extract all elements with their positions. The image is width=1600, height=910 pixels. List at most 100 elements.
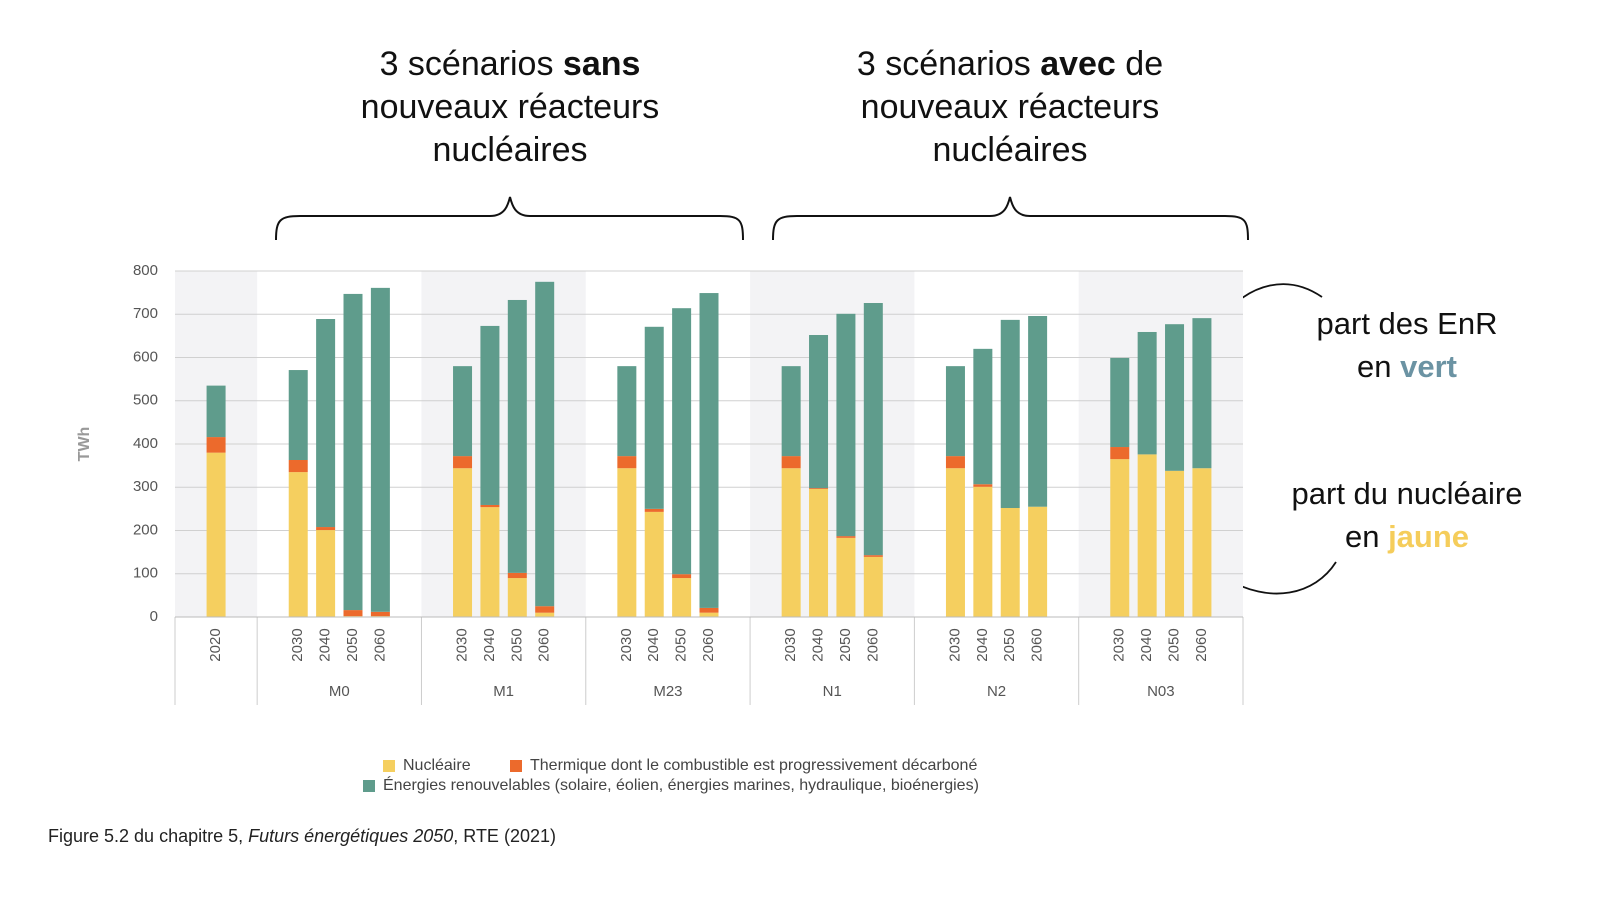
- y-tick-label: 200: [133, 521, 158, 538]
- bar-segment: [699, 293, 719, 608]
- bar-segment: [1165, 324, 1185, 471]
- bar-segment: [672, 578, 692, 617]
- bar-segment: [809, 488, 829, 617]
- note-color-word: jaune: [1388, 519, 1470, 554]
- x-tick-label: 2060: [864, 628, 881, 661]
- bar-segment: [809, 488, 829, 489]
- x-tick-label: 2030: [1111, 628, 1128, 661]
- x-tick-label: 2050: [1166, 628, 1183, 661]
- bar-segment: [863, 303, 883, 556]
- caption-italic: Futurs énergétiques 2050: [248, 826, 454, 846]
- legend-swatch: [363, 780, 375, 792]
- x-tick-label: 2040: [645, 628, 662, 661]
- header-text: 3 scénarios: [379, 45, 563, 83]
- bar-segment: [945, 468, 965, 617]
- x-tick-label: 2060: [536, 628, 553, 661]
- note-enr: part des EnR en vert: [1247, 302, 1567, 388]
- header-text: nucléaires: [932, 131, 1088, 169]
- group-label: N1: [823, 683, 842, 700]
- bar-segment: [206, 437, 226, 453]
- caption-text: , RTE (2021): [453, 826, 556, 846]
- bar-segment: [453, 366, 473, 457]
- note-text: part des EnR: [1316, 306, 1498, 341]
- y-tick-label: 800: [133, 262, 158, 279]
- x-tick-label: 2050: [344, 628, 361, 661]
- bar-segment: [507, 299, 527, 573]
- x-tick-label: 2050: [1001, 628, 1018, 661]
- bar-segment: [699, 607, 719, 613]
- bar-segment: [288, 460, 308, 473]
- bar-segment: [644, 508, 664, 512]
- header-left: 3 scénarios sans nouveaux réacteurs nucléa…: [300, 43, 720, 172]
- bar-segment: [836, 537, 856, 617]
- bar-segment: [507, 578, 527, 617]
- bar-segment: [836, 536, 856, 538]
- bar-segment: [316, 530, 336, 617]
- header-text: nouveaux réacteurs: [360, 88, 660, 126]
- bar-segment: [863, 555, 883, 557]
- bar-segment: [617, 456, 637, 469]
- bar-segment: [836, 313, 856, 537]
- bar-segment: [973, 348, 993, 485]
- bar-segment: [672, 308, 692, 575]
- bar-segment: [781, 456, 801, 469]
- group-label: N2: [987, 683, 1006, 700]
- note-text: en: [1344, 519, 1389, 554]
- brace: [275, 196, 744, 241]
- y-tick-label: 600: [133, 348, 158, 365]
- bar-segment: [370, 611, 390, 617]
- x-tick-label: 2040: [481, 628, 498, 661]
- x-tick-label: 2040: [974, 628, 991, 661]
- bar-segment: [480, 504, 500, 508]
- bar-segment: [288, 472, 308, 617]
- group-label: N03: [1147, 683, 1175, 700]
- bar-segment: [480, 507, 500, 617]
- x-tick-label: 2040: [810, 628, 827, 661]
- y-tick-label: 400: [133, 435, 158, 452]
- y-tick-label: 500: [133, 392, 158, 409]
- bar-segment: [672, 574, 692, 579]
- bar-segment: [1110, 459, 1130, 617]
- bar-segment: [863, 556, 883, 617]
- bar-segment: [1192, 318, 1212, 469]
- bar-segment: [781, 366, 801, 457]
- legend-label: Thermique dont le combustible est progre…: [530, 757, 977, 774]
- bar-segment: [617, 366, 637, 457]
- bar-segment: [1110, 447, 1130, 460]
- bar-segment: [1137, 331, 1157, 455]
- note-color-word: vert: [1400, 349, 1457, 384]
- y-tick-label: 0: [150, 608, 158, 625]
- bar-segment: [288, 370, 308, 461]
- bar-segment: [1192, 468, 1212, 617]
- x-tick-label: 2030: [946, 628, 963, 661]
- bar-segment: [1165, 470, 1185, 617]
- x-tick-label: 2030: [782, 628, 799, 661]
- bar-segment: [973, 486, 993, 617]
- bar-segment: [1028, 506, 1048, 617]
- bar-segment: [316, 319, 336, 528]
- header-text: 3 scénarios: [856, 45, 1041, 83]
- bar-segment: [1000, 319, 1020, 509]
- group-label: M23: [653, 683, 682, 700]
- note-nuc: part du nucléaire en jaune: [1247, 472, 1567, 558]
- bar-segment: [343, 610, 363, 617]
- legend-swatch: [510, 760, 522, 772]
- bar-segment: [617, 468, 637, 617]
- group-label: M0: [329, 683, 350, 700]
- y-axis-label: TWh: [76, 427, 93, 462]
- caption-text: Figure 5.2 du chapitre 5,: [48, 826, 249, 846]
- y-tick-label: 700: [133, 305, 158, 322]
- header-right: 3 scénarios avec de nouveaux réacteurs nuc…: [800, 43, 1220, 172]
- x-tick-label: 2020: [207, 628, 224, 661]
- caption: Figure 5.2 du chapitre 5, Futurs énergét…: [48, 826, 556, 847]
- y-tick-label: 100: [133, 565, 158, 582]
- bar-segment: [480, 325, 500, 505]
- bar-segment: [343, 293, 363, 611]
- x-tick-label: 2060: [371, 628, 388, 661]
- header-bold: sans: [562, 45, 641, 83]
- x-tick-label: 2050: [673, 628, 690, 661]
- bar-segment: [1137, 454, 1157, 617]
- bar-segment: [809, 335, 829, 489]
- bar-segment: [507, 572, 527, 579]
- header-text: de: [1115, 45, 1164, 83]
